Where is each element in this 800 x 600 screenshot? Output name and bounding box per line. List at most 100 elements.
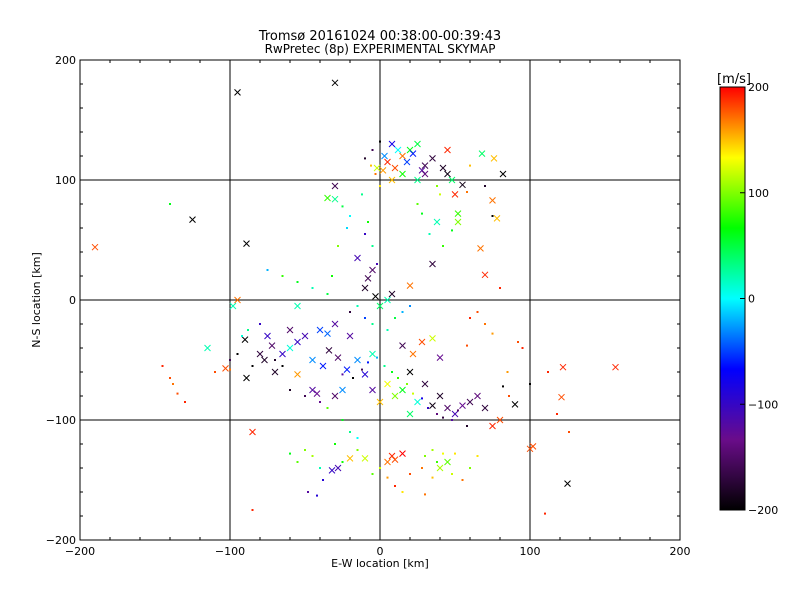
scatter-point-x bbox=[331, 320, 339, 328]
scatter-point-x bbox=[361, 455, 369, 462]
scatter-point-dot bbox=[281, 275, 284, 277]
scatter-point-dot bbox=[322, 479, 324, 481]
scatter-point-dot bbox=[383, 365, 386, 367]
scatter-point-dot bbox=[499, 287, 501, 289]
scatter-point-dot bbox=[412, 392, 414, 395]
y-axis-label: N-S location [km] bbox=[30, 252, 43, 348]
scatter-point-dot bbox=[367, 361, 369, 364]
scatter-point-dot bbox=[379, 185, 381, 187]
scatter-point-x bbox=[334, 354, 342, 361]
scatter-point-x bbox=[369, 386, 376, 394]
chart-title: Tromsø 20161024 00:38:00-00:39:43 bbox=[258, 29, 501, 44]
x-tick-label: 200 bbox=[670, 545, 691, 558]
scatter-point-x bbox=[391, 392, 399, 400]
scatter-point-dot bbox=[316, 494, 318, 497]
scatter-point-dot bbox=[326, 407, 329, 409]
scatter-point-x bbox=[399, 342, 406, 349]
scatter-point-dot bbox=[349, 215, 351, 217]
colorbar-label: [m/s] bbox=[717, 72, 751, 87]
scatter-point-dot bbox=[506, 371, 509, 373]
scatter-point-x bbox=[429, 335, 436, 342]
scatter-point-x bbox=[444, 404, 451, 412]
scatter-point-dot bbox=[346, 227, 348, 229]
scatter-point-dot bbox=[367, 221, 369, 223]
scatter-point-x bbox=[481, 404, 489, 412]
scatter-point-x bbox=[381, 152, 388, 160]
scatter-point-dot bbox=[379, 140, 381, 143]
y-tick-label: 100 bbox=[55, 174, 76, 187]
scatter-point-x bbox=[388, 176, 396, 184]
scatter-point-x bbox=[354, 356, 361, 364]
scatter-point-x bbox=[429, 155, 436, 162]
scatter-point-dot bbox=[457, 409, 459, 412]
scatter-point-dot bbox=[361, 368, 363, 371]
scatter-point-x bbox=[325, 347, 333, 354]
scatter-point-dot bbox=[556, 413, 558, 415]
scatter-point-dot bbox=[401, 491, 404, 493]
scatter-point-x bbox=[384, 158, 391, 166]
scatter-point-x bbox=[433, 218, 441, 226]
scatter-point-dot bbox=[442, 452, 444, 455]
scatter-point-dot bbox=[259, 323, 261, 325]
scatter-point-x bbox=[399, 152, 406, 160]
scatter-point-dot bbox=[431, 476, 434, 479]
scatter-point-x bbox=[459, 181, 466, 189]
x-axis-label: E-W location [km] bbox=[331, 557, 429, 570]
scatter-point-x bbox=[478, 150, 486, 157]
scatter-point-dot bbox=[251, 509, 254, 511]
scatter-point-dot bbox=[349, 311, 351, 313]
scatter-point-dot bbox=[409, 305, 411, 307]
scatter-point-x bbox=[388, 290, 396, 298]
scatter-point-dot bbox=[319, 401, 321, 403]
scatter-point-x bbox=[328, 467, 336, 474]
scatter-point-dot bbox=[451, 229, 453, 232]
scatter-point-x bbox=[474, 392, 481, 400]
scatter-point-dot bbox=[409, 473, 411, 475]
scatter-point-dot bbox=[304, 449, 306, 451]
scatter-point-dot bbox=[476, 311, 479, 313]
scatter-point-dot bbox=[502, 385, 504, 388]
scatter-point-dot bbox=[326, 293, 329, 295]
scatter-point-dot bbox=[439, 193, 441, 196]
scatter-point-dot bbox=[349, 431, 351, 433]
scatter-point-x bbox=[234, 296, 241, 304]
scatter-point-x bbox=[243, 374, 250, 382]
scatter-point-dot bbox=[311, 287, 314, 289]
scatter-point-dot bbox=[442, 416, 444, 419]
scatter-point-x bbox=[499, 170, 507, 178]
scatter-point-x bbox=[451, 191, 459, 198]
x-tick-label: −100 bbox=[215, 545, 245, 558]
scatter-point-x bbox=[444, 170, 451, 178]
scatter-point-x bbox=[477, 245, 484, 252]
scatter-point-dot bbox=[454, 452, 456, 455]
scatter-point-dot bbox=[274, 359, 276, 361]
scatter-point-x bbox=[376, 398, 384, 406]
scatter-point-dot bbox=[319, 467, 321, 469]
scatter-point-x bbox=[361, 284, 369, 292]
scatter-point-x bbox=[489, 422, 496, 430]
colorbar-tick-label: −200 bbox=[748, 504, 778, 517]
scatter-point-x bbox=[414, 176, 421, 184]
scatter-point-x bbox=[418, 338, 426, 346]
scatter-point-dot bbox=[544, 512, 546, 515]
scatter-point-dot bbox=[341, 205, 344, 208]
scatter-point-dot bbox=[491, 215, 494, 217]
scatter-point-x bbox=[559, 363, 567, 371]
scatter-point-x bbox=[234, 89, 241, 96]
scatter-point-dot bbox=[451, 419, 453, 421]
scatter-point-x bbox=[394, 146, 402, 154]
colorbar-tick-label: 0 bbox=[748, 293, 755, 306]
scatter-point-x bbox=[429, 260, 436, 268]
scatter-point-x bbox=[301, 332, 309, 340]
colorbar-tick-label: −100 bbox=[748, 398, 778, 411]
scatter-point-dot bbox=[568, 431, 570, 433]
y-tick-label: 0 bbox=[69, 294, 76, 307]
scatter-point-dot bbox=[427, 407, 429, 409]
scatter-point-dot bbox=[266, 269, 269, 271]
scatter-point-x bbox=[421, 170, 429, 178]
scatter-point-dot bbox=[356, 437, 359, 439]
scatter-point-x bbox=[256, 350, 264, 358]
scatter-point-x bbox=[421, 380, 429, 388]
scatter-point-x bbox=[391, 164, 399, 172]
